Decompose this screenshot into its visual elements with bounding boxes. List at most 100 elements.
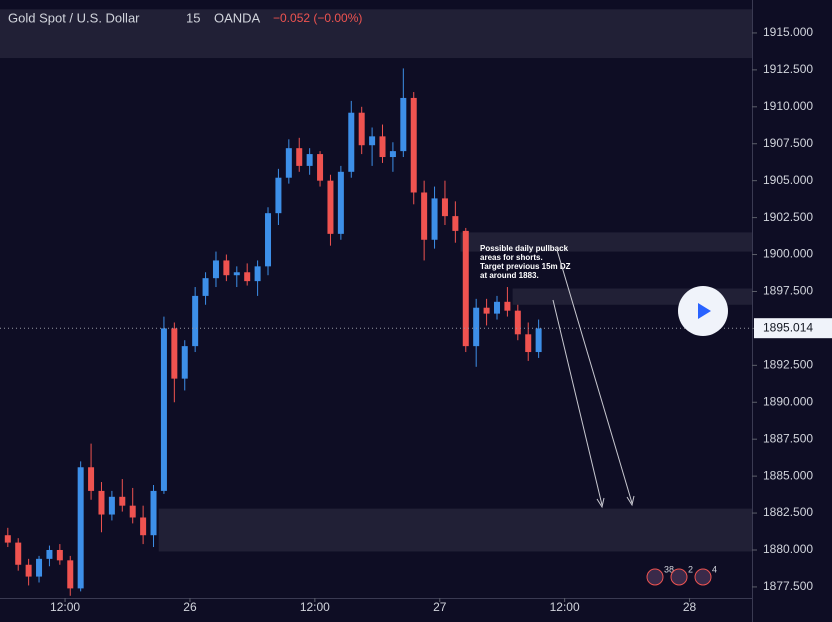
candle-body [46,549,53,559]
play-button[interactable] [678,286,728,336]
badge-label: 2 [688,564,693,574]
candle-body [431,198,438,240]
candle-body [275,177,282,214]
candle-body [462,230,469,347]
annotation-line: Possible daily pullback [480,244,569,253]
candle-body [514,310,521,335]
candle-body [296,148,303,166]
y-tick-label: 1890.000 [763,394,813,408]
y-tick-label: 1882.500 [763,505,813,519]
candle-body [337,171,344,234]
x-tick-label: 28 [683,600,697,614]
candle-body [160,328,167,491]
candle-body [379,136,386,158]
candle-body [25,564,32,577]
candle-body [525,334,532,353]
x-tick-label: 27 [433,600,447,614]
candle-body [493,301,500,314]
badge-label: 38 [664,564,674,574]
candle-body [483,307,490,314]
candle-body [317,154,324,181]
candle-body [244,272,251,282]
y-tick-label: 1915.000 [763,25,813,39]
candle-body [129,505,136,518]
y-tick-label: 1877.500 [763,579,813,593]
candle-body [212,260,219,279]
badge-label: 4 [712,564,717,574]
zones [0,9,753,552]
candle-body [421,192,428,240]
y-tick-label: 1912.500 [763,62,813,76]
y-tick-label: 1905.000 [763,173,813,187]
zone [158,508,753,552]
candle-body [223,260,230,276]
y-tick-label: 1897.500 [763,284,813,298]
candle-body [140,517,147,536]
candle-body [15,542,22,565]
play-icon[interactable] [698,303,711,319]
time-axis-bg [0,598,752,622]
candle-body [4,535,11,543]
annotation-line: Target previous 15m DZ [480,262,571,271]
candle-body [327,180,334,234]
candle-body [504,301,511,311]
candle-body [306,154,313,166]
candle-body [171,328,178,379]
candle-body [77,467,84,589]
candle-body [285,148,292,178]
x-tick-label: 12:00 [550,600,580,614]
arrow-head [626,495,635,507]
candle-body [233,272,240,276]
arrow-head [596,497,605,509]
candle-body [202,278,209,296]
candle-body [473,307,480,347]
candle-body [358,112,365,146]
y-tick-label: 1887.500 [763,431,813,445]
candle-body [56,549,63,561]
y-tick-label: 1892.500 [763,358,813,372]
candle-body [369,136,376,146]
source: OANDA [214,10,261,25]
candle-body [181,346,188,379]
candle-body [108,496,115,515]
candle-body [36,558,43,577]
candle-body [452,216,459,231]
candle-body [441,198,448,217]
y-tick-label: 1880.000 [763,542,813,556]
arrow [556,249,633,504]
candle-body [67,560,74,589]
zone [0,9,752,59]
price-axis-bg [752,0,832,622]
x-tick-label: 12:00 [300,600,330,614]
annotation-line: at around 1883. [480,271,539,280]
change: −0.052 (−0.00%) [273,11,362,25]
interval: 15 [186,10,200,25]
candle-body [192,295,199,347]
chart-title: Gold Spot / U.S. Dollar [8,10,140,25]
candle-body [150,490,157,536]
last-price-label: 1895.014 [763,320,813,334]
x-tick-label: 12:00 [50,600,80,614]
y-tick-label: 1902.500 [763,210,813,224]
y-tick-label: 1907.500 [763,136,813,150]
annotation-line: areas for shorts. [480,253,543,262]
zone [460,232,752,252]
y-tick-label: 1900.000 [763,247,813,261]
last-price-badge [754,318,832,339]
axes: 1877.500 1880.000 1882.500 1885.000 1887.500… [50,25,832,614]
x-tick-label: 26 [183,600,197,614]
badge-icon [646,568,664,586]
candle-body [119,496,126,506]
badge-icon [694,568,712,586]
arrow [552,299,603,506]
candle-body [98,490,105,515]
y-tick-label: 1885.000 [763,468,813,482]
candle-body [535,328,542,353]
badge-icon [670,568,688,586]
candle-body [88,467,95,491]
candle-body [254,266,261,282]
candle-body [400,97,407,152]
